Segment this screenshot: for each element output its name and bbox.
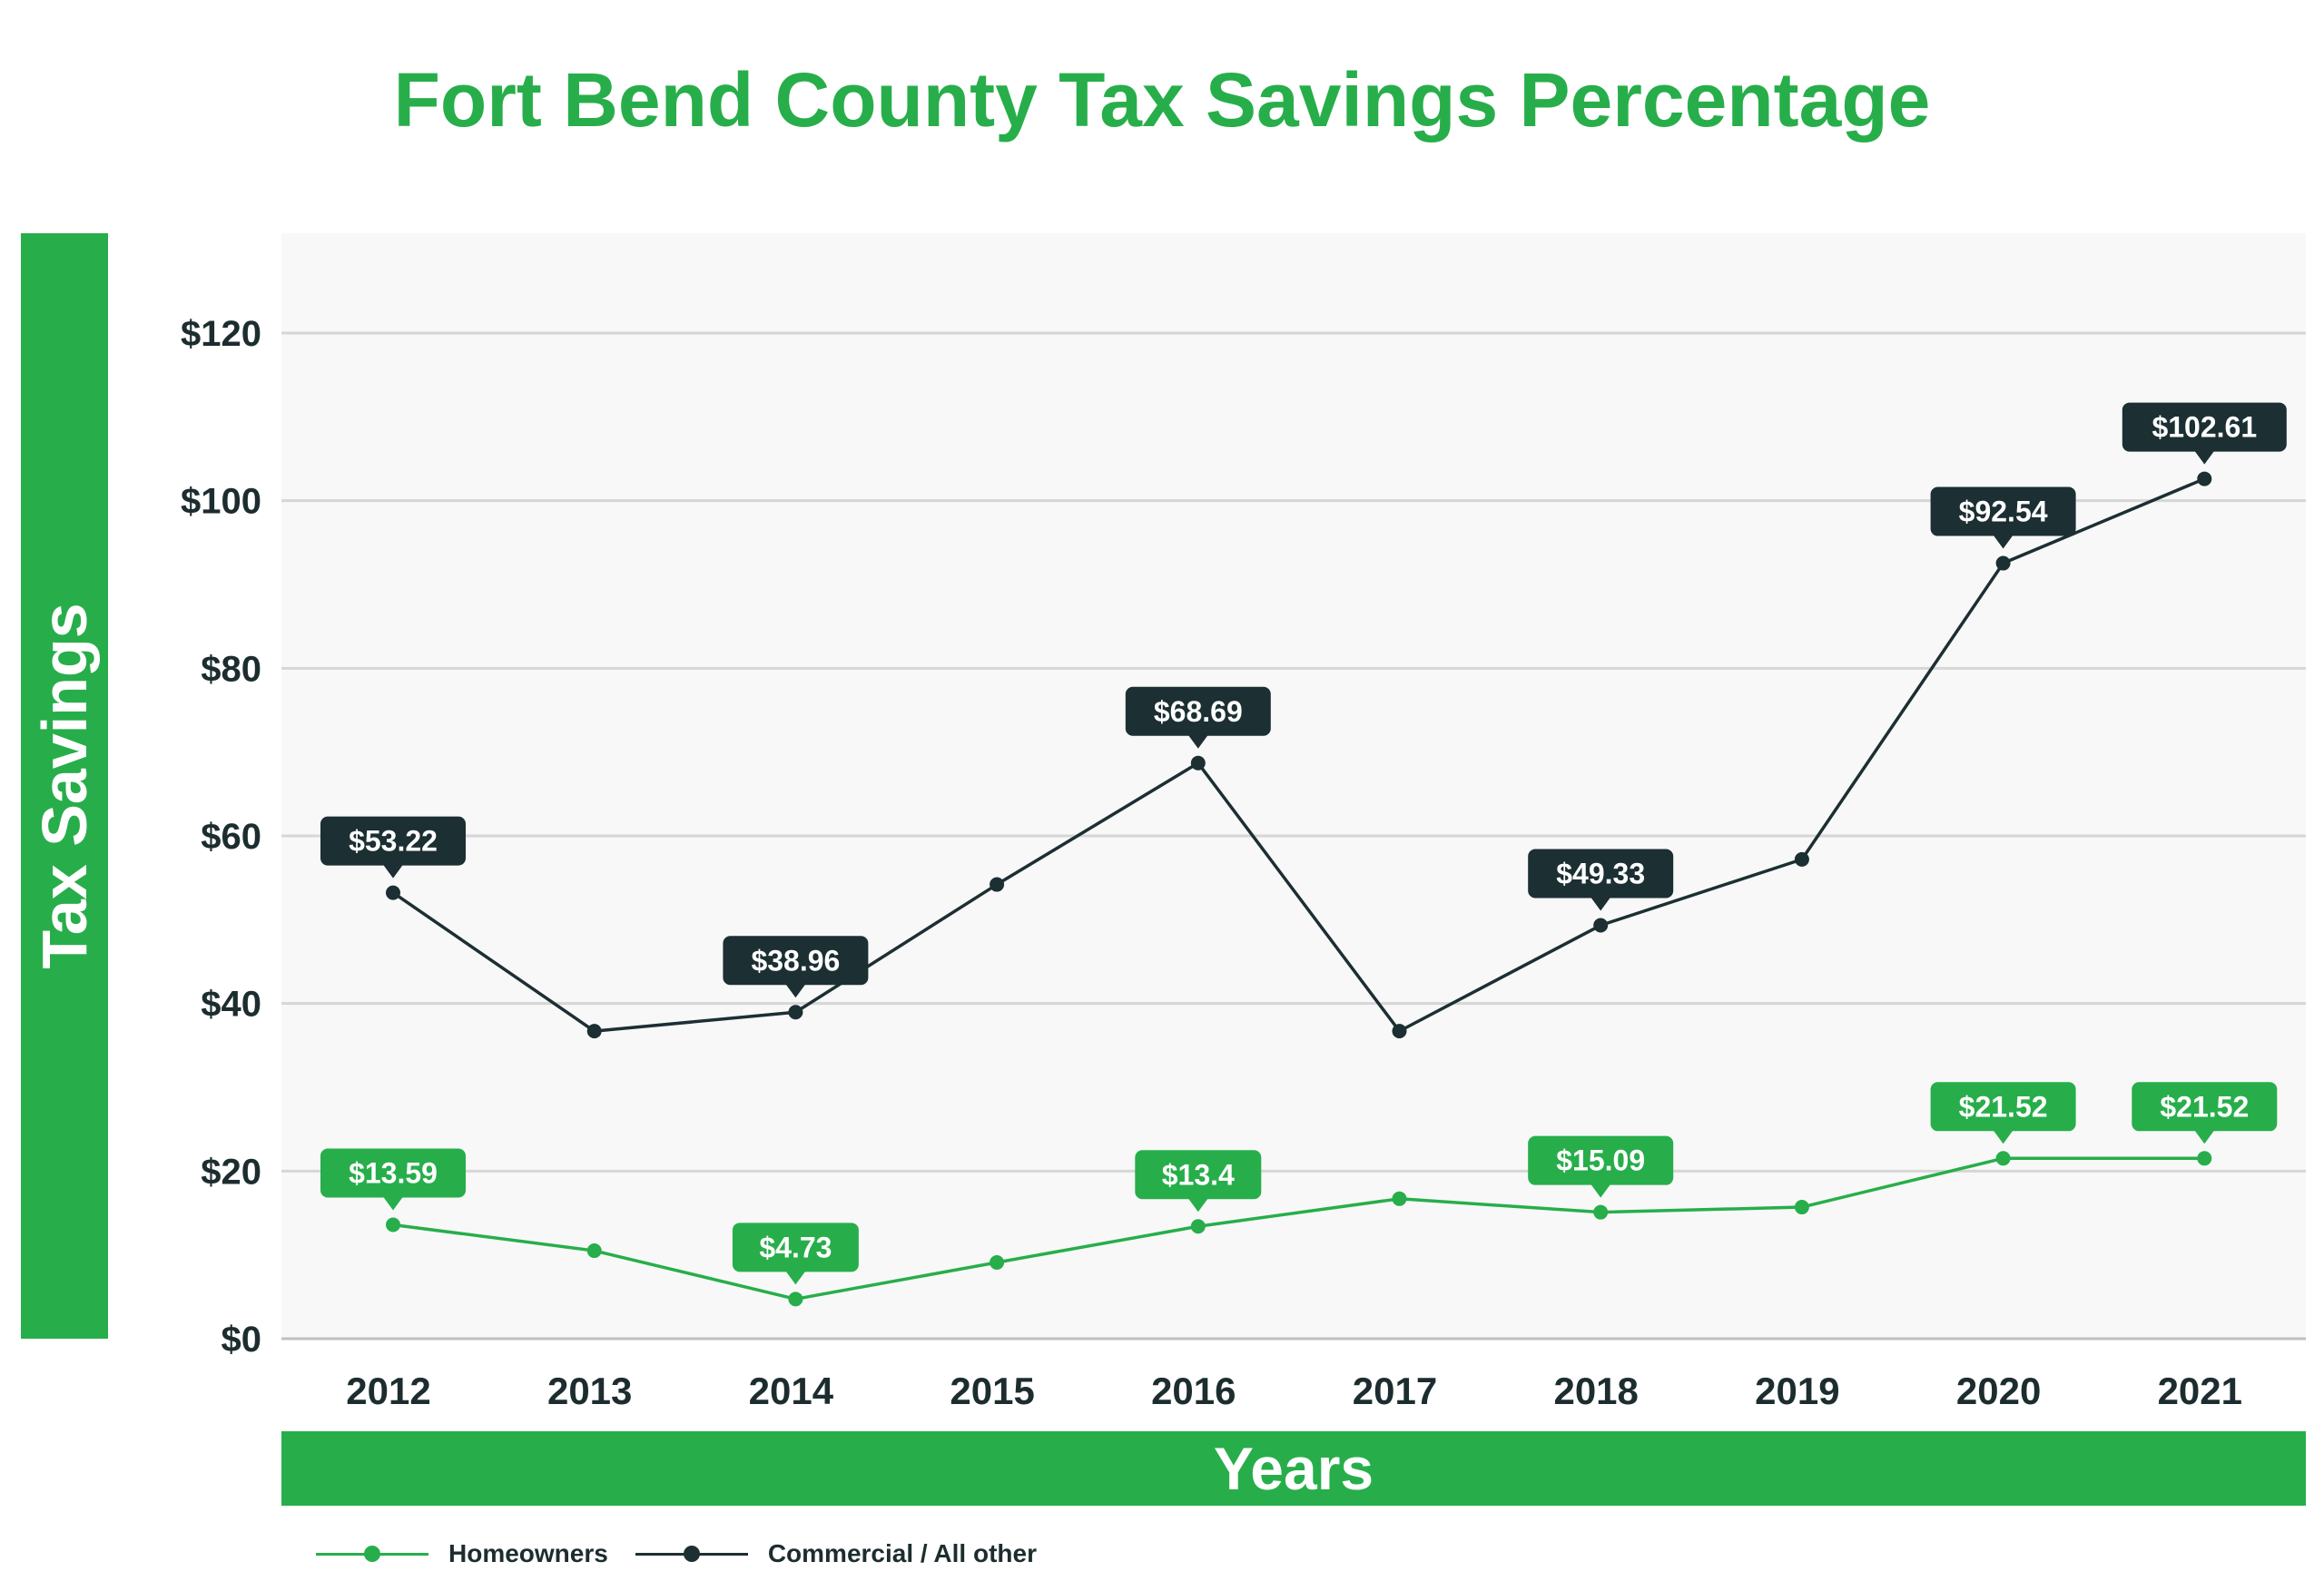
series-line-homeowners <box>392 1156 2205 1301</box>
y-tick-label: $120 <box>181 314 261 354</box>
data-point-commercial <box>1794 851 1809 867</box>
x-tick-label: 2021 <box>2158 1370 2242 1412</box>
data-label-box-homeowners <box>2132 1082 2278 1132</box>
data-label-pointer-commercial <box>1993 535 2014 549</box>
x-tick-label: 2012 <box>346 1370 430 1412</box>
data-label-box-homeowners <box>1528 1135 1674 1185</box>
data-point-homeowners <box>1995 1151 2011 1166</box>
x-tick-label: 2013 <box>547 1370 632 1412</box>
data-label-homeowners: $21.52 <box>1959 1090 2048 1123</box>
data-label-homeowners: $13.59 <box>349 1157 438 1190</box>
data-label-commercial: $49.33 <box>1556 858 1645 890</box>
data-label-pointer-commercial <box>1187 734 1208 749</box>
x-tick-label: 2015 <box>950 1370 1034 1412</box>
legend-swatch-commercial <box>635 1545 748 1563</box>
data-label-box-homeowners <box>320 1148 466 1198</box>
data-point-homeowners <box>1190 1219 1206 1234</box>
x-tick-label: 2014 <box>749 1370 834 1412</box>
data-point-homeowners <box>386 1217 400 1233</box>
x-tick-label: 2018 <box>1553 1370 1638 1412</box>
data-label-commercial: $92.54 <box>1959 496 2048 528</box>
data-point-commercial <box>1392 1024 1407 1039</box>
data-point-homeowners <box>586 1243 602 1259</box>
x-tick-label: 2016 <box>1151 1370 1236 1412</box>
data-point-commercial <box>1593 918 1609 933</box>
chart-title: Fort Bend County Tax Savings Percentage <box>393 57 1931 142</box>
data-point-commercial <box>2197 471 2212 486</box>
legend-label-commercial: Commercial / All other <box>767 1539 1037 1567</box>
data-point-homeowners <box>1392 1191 1407 1206</box>
data-label-pointer-homeowners <box>2194 1130 2215 1144</box>
data-point-commercial <box>990 877 1005 892</box>
data-label-box-commercial <box>723 936 869 986</box>
data-label-pointer-commercial <box>2194 450 2215 465</box>
legend: Homeowners Commercial / All other <box>316 1539 1064 1568</box>
data-label-commercial: $102.61 <box>2152 411 2257 444</box>
data-point-commercial <box>386 885 400 900</box>
data-label-commercial: $38.96 <box>751 944 840 977</box>
y-tick-label: $20 <box>201 1152 261 1192</box>
data-point-commercial <box>1190 755 1206 771</box>
y-axis-label-banner <box>21 233 108 1339</box>
y-tick-label: $60 <box>201 817 261 857</box>
y-tick-label: $100 <box>181 482 261 522</box>
y-tick-label: $40 <box>201 985 261 1025</box>
data-label-pointer-commercial <box>383 864 403 879</box>
legend-swatch-homeowners <box>316 1545 428 1563</box>
data-label-box-homeowners <box>1135 1150 1262 1200</box>
data-point-homeowners <box>2197 1151 2212 1166</box>
x-tick-label: 2020 <box>1956 1370 2041 1412</box>
data-label-pointer-homeowners <box>1993 1130 2014 1144</box>
data-point-commercial <box>586 1024 602 1039</box>
x-axis-label: Years <box>1213 1435 1374 1502</box>
data-label-homeowners: $4.73 <box>759 1231 832 1263</box>
data-label-pointer-homeowners <box>785 1271 806 1285</box>
data-point-homeowners <box>1794 1200 1809 1215</box>
data-label-box-commercial <box>1930 486 2076 536</box>
data-label-commercial: $68.69 <box>1154 695 1243 728</box>
data-label-box-commercial <box>1528 849 1674 899</box>
data-label-homeowners: $21.52 <box>2160 1090 2249 1123</box>
data-label-pointer-homeowners <box>383 1196 403 1211</box>
legend-label-homeowners: Homeowners <box>448 1539 608 1567</box>
data-label-box-homeowners <box>1930 1082 2076 1132</box>
x-tick-label: 2017 <box>1353 1370 1437 1412</box>
data-point-homeowners <box>1593 1204 1609 1220</box>
x-axis-label-banner: Years <box>281 1431 2306 1506</box>
data-label-box-commercial <box>320 816 466 866</box>
data-label-box-commercial <box>1125 686 1271 736</box>
data-label-pointer-commercial <box>1590 897 1611 911</box>
data-point-homeowners <box>990 1254 1005 1270</box>
data-point-commercial <box>1995 555 2011 571</box>
data-label-homeowners: $13.4 <box>1162 1158 1235 1191</box>
data-label-commercial: $53.22 <box>349 825 438 858</box>
plot-area <box>281 233 2306 1339</box>
data-point-homeowners <box>788 1291 803 1307</box>
data-label-homeowners: $15.09 <box>1556 1144 1645 1177</box>
series-line-commercial <box>392 476 2205 1033</box>
y-tick-label: $80 <box>201 649 261 689</box>
data-label-pointer-commercial <box>785 984 806 998</box>
legend-item-homeowners: Homeowners <box>316 1539 608 1568</box>
data-label-pointer-homeowners <box>1187 1198 1208 1213</box>
data-label-box-homeowners <box>732 1223 859 1272</box>
legend-item-commercial: Commercial / All other <box>635 1539 1037 1568</box>
y-tick-label: $0 <box>222 1320 262 1360</box>
data-label-box-commercial <box>2122 402 2287 452</box>
data-label-pointer-homeowners <box>1590 1183 1611 1198</box>
x-tick-label: 2019 <box>1755 1370 1839 1412</box>
data-point-commercial <box>788 1005 803 1020</box>
